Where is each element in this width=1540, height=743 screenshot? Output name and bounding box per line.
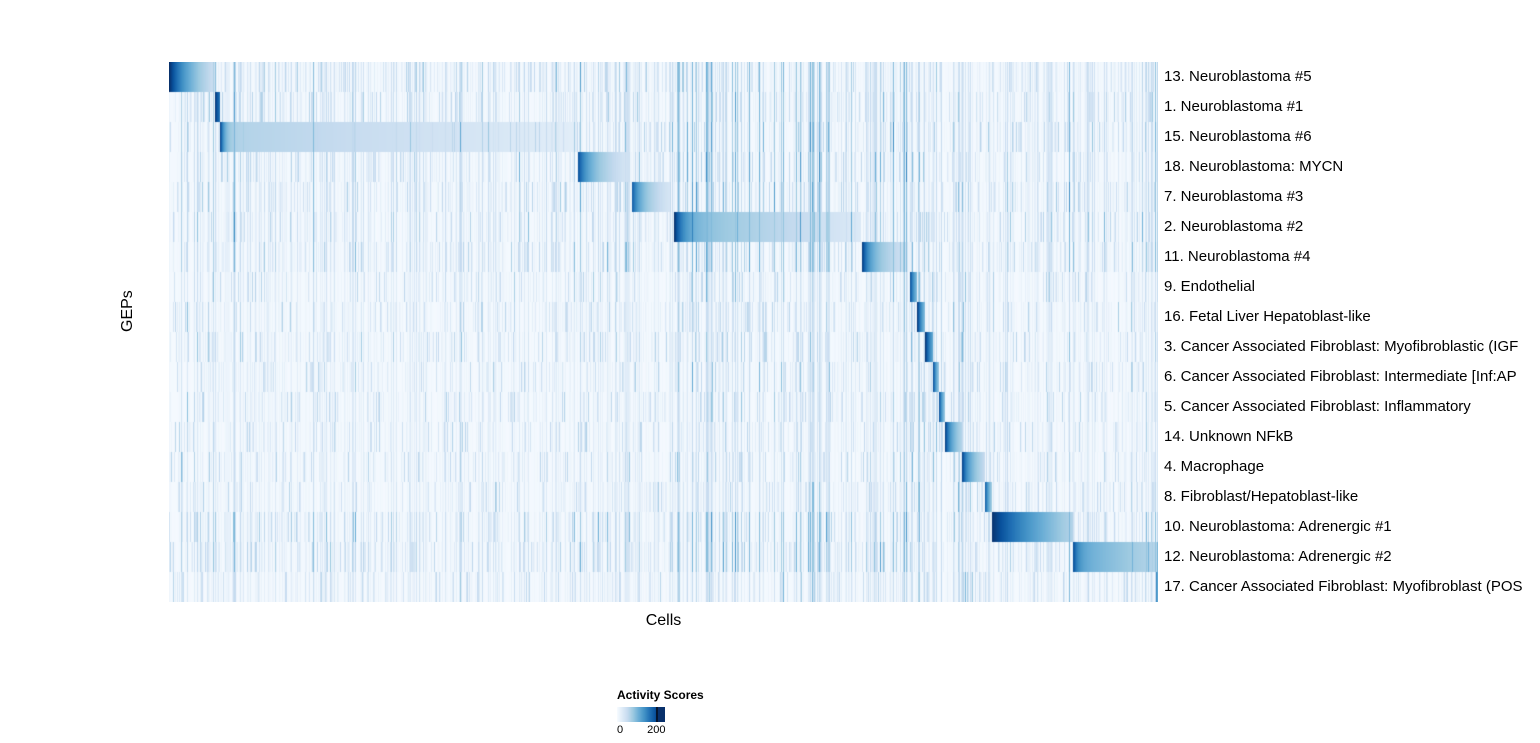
row-label: 11. Neuroblastoma #4 bbox=[1164, 248, 1311, 265]
row-label: 4. Macrophage bbox=[1164, 458, 1265, 475]
legend-title: Activity Scores bbox=[617, 688, 704, 702]
heatmap-canvas bbox=[169, 62, 1158, 602]
activity-scores-legend: Activity Scores 0 200 bbox=[617, 688, 757, 738]
legend-ticks: 0 200 bbox=[617, 724, 666, 738]
row-label: 18. Neuroblastoma: MYCN bbox=[1164, 158, 1344, 175]
row-label: 15. Neuroblastoma #6 bbox=[1164, 128, 1312, 145]
row-labels: 13. Neuroblastoma #5 1. Neuroblastoma #1 1… bbox=[1164, 62, 1540, 602]
row-label: 3. Cancer Associated Fibroblast: Myofibr… bbox=[1164, 338, 1519, 355]
legend-colorbar bbox=[617, 707, 665, 722]
row-label: 17. Cancer Associated Fibroblast: Myofib… bbox=[1164, 578, 1523, 595]
x-axis-title: Cells bbox=[645, 612, 682, 629]
row-label: 9. Endothelial bbox=[1164, 278, 1255, 295]
row-label: 13. Neuroblastoma #5 bbox=[1164, 68, 1312, 85]
row-label: 5. Cancer Associated Fibroblast: Inflamm… bbox=[1164, 398, 1471, 415]
row-label: 7. Neuroblastoma #3 bbox=[1164, 188, 1304, 205]
legend-tick-min: 0 bbox=[617, 724, 624, 736]
row-label: 1. Neuroblastoma #1 bbox=[1164, 98, 1304, 115]
row-label: 2. Neuroblastoma #2 bbox=[1164, 218, 1304, 235]
legend-tick-max: 200 bbox=[647, 724, 666, 736]
row-label: 10. Neuroblastoma: Adrenergic #1 bbox=[1164, 518, 1392, 535]
legend-max-marker bbox=[656, 707, 659, 722]
row-label: 12. Neuroblastoma: Adrenergic #2 bbox=[1164, 548, 1392, 565]
row-label: 8. Fibroblast/Hepatoblast-like bbox=[1164, 488, 1359, 505]
y-axis-title: GEPs bbox=[119, 290, 136, 332]
row-label: 16. Fetal Liver Hepatoblast-like bbox=[1164, 308, 1371, 325]
row-label: 14. Unknown NFkB bbox=[1164, 428, 1294, 445]
row-label: 6. Cancer Associated Fibroblast: Interme… bbox=[1164, 368, 1517, 385]
